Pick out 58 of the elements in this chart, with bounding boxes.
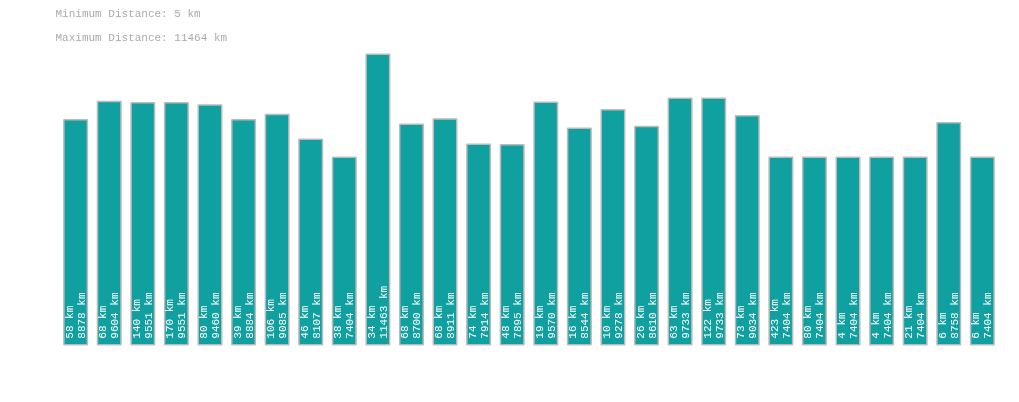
bar <box>701 97 727 346</box>
bar <box>331 156 357 346</box>
data-label: 63 km 9733 km <box>668 292 693 339</box>
bar <box>432 118 458 346</box>
bar <box>264 113 290 346</box>
bar <box>768 156 794 346</box>
data-label: 68 km 8911 km <box>433 292 458 339</box>
chart-subtitle: Maximum Distance: 11464 km <box>55 31 228 44</box>
data-label: 48 km 7895 km <box>500 292 525 339</box>
bar <box>231 118 257 346</box>
bar <box>365 53 391 346</box>
data-label: 68 km 8700 km <box>399 292 424 339</box>
data-label: 68 km 9604 km <box>97 292 122 339</box>
bar <box>902 156 928 346</box>
data-label: 39 km 8884 km <box>231 292 256 339</box>
data-label: 6 km 8758 km <box>936 292 961 339</box>
bar <box>533 101 559 346</box>
bar <box>969 156 995 346</box>
data-label: 74 km 7914 km <box>466 292 491 339</box>
bar <box>667 97 693 346</box>
bar <box>634 125 660 346</box>
data-label: 26 km 8610 km <box>634 292 659 339</box>
data-label: 19 km 9570 km <box>533 292 558 339</box>
data-label: 10 km 9278 km <box>600 292 625 339</box>
bar <box>869 156 895 346</box>
bar <box>466 143 492 346</box>
data-label: 46 km 8107 km <box>298 292 323 339</box>
data-label: 106 km 9085 km <box>265 292 290 339</box>
data-label: 170 km 9551 km <box>164 292 189 339</box>
bar <box>734 115 760 346</box>
data-label: 122 km 9733 km <box>701 292 726 339</box>
data-label: 38 km 7404 km <box>332 292 357 339</box>
data-label: 6 km 7404 km <box>970 292 995 339</box>
data-label: 423 km 7404 km <box>768 292 793 339</box>
data-label: 21 km 7404 km <box>903 292 928 339</box>
bar <box>398 123 424 346</box>
bar <box>499 143 525 346</box>
bar <box>197 104 223 346</box>
bar <box>801 156 827 346</box>
data-label: 4 km 7404 km <box>836 292 861 339</box>
data-label: 58 km 8878 km <box>63 292 88 339</box>
bar <box>936 122 962 346</box>
bar <box>298 138 324 346</box>
bar <box>63 119 89 346</box>
data-label: 73 km 9034 km <box>735 292 760 339</box>
bar <box>835 156 861 346</box>
data-label: 140 km 9551 km <box>130 292 155 339</box>
bar <box>566 127 592 346</box>
bar <box>600 108 626 346</box>
data-label: 34 km 11463 km <box>365 285 390 339</box>
bar <box>163 101 189 346</box>
bar <box>96 100 122 346</box>
chart-title: Minimum Distance: 5 km <box>55 7 202 20</box>
data-label: 80 km 9460 km <box>197 292 222 339</box>
data-label: 80 km 7404 km <box>802 292 827 339</box>
bar <box>130 101 156 346</box>
data-label: 16 km 8544 km <box>567 292 592 339</box>
data-label: 4 km 7404 km <box>869 292 894 339</box>
